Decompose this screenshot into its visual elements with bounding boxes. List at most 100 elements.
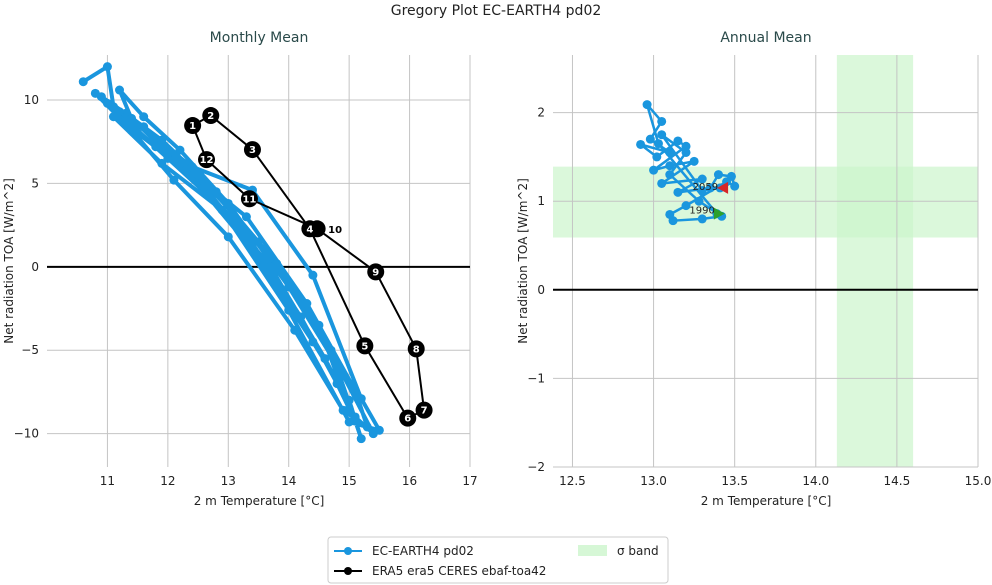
model-data-point	[241, 212, 251, 222]
y-tick-label: 1	[537, 194, 545, 208]
model-data-point	[284, 282, 294, 292]
obs-month-marker	[202, 107, 220, 125]
legend-obs-marker	[344, 567, 352, 575]
obs-month-marker	[399, 409, 417, 427]
model-data-point	[290, 325, 300, 335]
annual-title: Annual Mean	[720, 30, 811, 46]
obs-month-label: 6	[404, 414, 411, 425]
model-data-point	[187, 162, 197, 172]
obs-month-label: 5	[361, 341, 368, 352]
annual-ylabel: Net radiation TOA [W/m^2]	[516, 178, 530, 344]
model-data-point	[713, 170, 723, 180]
model-data-point	[374, 425, 384, 435]
obs-month-marker	[367, 263, 385, 281]
model-data-point	[356, 434, 366, 444]
model-data-point	[308, 337, 318, 347]
model-data-point	[217, 205, 227, 215]
y-tick-label: 2	[537, 106, 545, 120]
y-tick-label: −10	[14, 427, 39, 441]
model-data-point	[689, 156, 699, 166]
model-data-point	[665, 170, 675, 180]
obs-month-label: 12	[200, 155, 214, 166]
legend-band-swatch	[578, 545, 607, 556]
x-tick-label: 13.0	[640, 474, 667, 488]
obs-month-label: 11	[242, 194, 256, 205]
model-data-point	[338, 405, 348, 415]
model-data-point	[314, 320, 324, 330]
model-data-point	[108, 112, 118, 122]
x-tick-label: 15	[342, 474, 357, 488]
model-data-point	[151, 142, 161, 152]
model-data-point	[102, 98, 112, 108]
legend-model-label: EC-EARTH4 pd02	[372, 544, 474, 558]
model-data-point	[697, 186, 707, 196]
y-tick-label: −5	[21, 343, 39, 357]
y-tick-label: 5	[31, 176, 39, 190]
model-data-point	[266, 262, 276, 272]
model-data-point	[652, 152, 662, 162]
obs-month-marker	[415, 401, 433, 419]
model-data-point	[254, 237, 263, 247]
y-tick-label: 0	[31, 260, 39, 274]
x-tick-label: 13	[221, 474, 236, 488]
obs-month-marker	[184, 117, 202, 135]
model-data-point	[211, 187, 221, 197]
y-tick-label: −2	[527, 460, 545, 474]
model-data-point	[697, 174, 707, 184]
model-data-point	[78, 77, 88, 87]
model-data-point	[157, 135, 167, 145]
model-data-point	[193, 170, 203, 180]
model-data-point	[139, 112, 149, 122]
x-tick-label: 16	[402, 474, 417, 488]
obs-month-label: 2	[207, 111, 214, 122]
legend-obs-label: ERA5 era5 CERES ebaf-toa42	[372, 564, 546, 578]
end-marker	[717, 181, 729, 194]
model-data-point	[657, 130, 667, 140]
monthly-ylabel: Net radiation TOA [W/m^2]	[2, 178, 16, 344]
obs-month-marker	[308, 220, 326, 238]
model-data-point	[115, 85, 125, 95]
sigma-band-vertical	[836, 55, 914, 467]
model-data-point	[127, 113, 137, 123]
model-data-point	[115, 107, 125, 117]
model-data-point	[681, 147, 691, 157]
obs-month-label: 7	[421, 406, 428, 417]
model-data-point	[199, 182, 209, 192]
model-data-point	[163, 148, 173, 158]
model-data-point	[350, 412, 360, 422]
y-tick-label: 0	[537, 283, 545, 297]
model-data-point	[247, 245, 257, 255]
end-year-label: 2059	[693, 182, 718, 193]
model-data-point	[730, 181, 740, 191]
x-tick-label: 14.0	[802, 474, 829, 488]
model-data-point	[332, 379, 342, 389]
legend-band-label: σ band	[617, 544, 659, 558]
model-data-point	[636, 139, 646, 149]
obs-month-marker	[243, 141, 261, 159]
obs-month-label: 3	[249, 145, 256, 156]
model-data-point	[157, 158, 167, 168]
model-data-point	[653, 139, 663, 149]
model-data-point	[649, 165, 659, 175]
model-data-point	[127, 125, 137, 135]
model-data-point	[175, 145, 185, 155]
model-data-point	[356, 394, 366, 404]
model-data-point	[90, 88, 100, 98]
model-data-point	[681, 201, 691, 211]
model-data-point	[694, 196, 704, 206]
obs-month-marker	[407, 340, 425, 358]
model-data-point	[673, 136, 683, 146]
model-data-point	[223, 232, 233, 242]
x-tick-label: 17	[462, 474, 477, 488]
model-data-point	[320, 354, 330, 364]
x-tick-label: 14.5	[884, 474, 911, 488]
x-tick-label: 14	[281, 474, 296, 488]
annual-plot: 12.5 13.0 13.5 14.0 14.5 15.0 −2 −1 0 1 2 1990 2059	[527, 55, 991, 488]
figure-title: Gregory Plot EC-EARTH4 pd02	[391, 3, 602, 19]
model-data-point	[169, 175, 179, 185]
model-data-point	[102, 62, 112, 72]
model-data-point	[350, 385, 360, 395]
model-data-point	[657, 116, 667, 126]
model-data-point	[139, 122, 149, 132]
